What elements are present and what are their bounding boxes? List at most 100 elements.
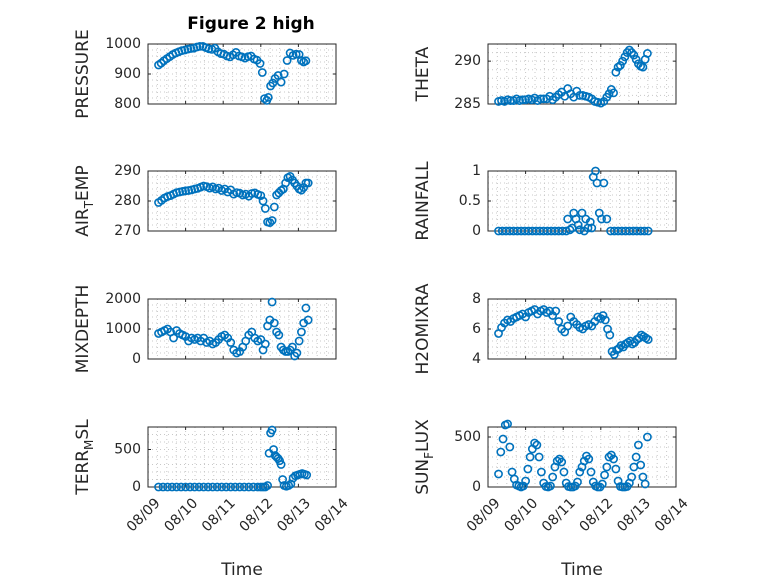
y-tick-label: 290 (114, 163, 141, 179)
data-point (599, 178, 609, 188)
data-point (634, 440, 643, 450)
data-series (494, 305, 653, 359)
data-point (154, 482, 163, 492)
data-point (546, 481, 555, 491)
data-point (551, 306, 561, 316)
data-point (226, 482, 236, 492)
data-series (494, 45, 652, 108)
data-point (615, 61, 625, 70)
data-point (235, 482, 245, 492)
data-point (620, 52, 630, 62)
data-point (278, 475, 288, 484)
data-point (521, 476, 530, 486)
data-point (186, 44, 196, 53)
data-point (226, 338, 236, 347)
data-point (190, 482, 200, 492)
data-point (565, 225, 575, 235)
data-point (609, 454, 618, 464)
data-point (294, 336, 304, 346)
data-point (643, 49, 652, 58)
data-point (194, 482, 204, 492)
data-point (269, 445, 278, 454)
data-point (167, 482, 177, 492)
data-point (276, 77, 286, 87)
y-axis-label: MIXDEPTH (73, 285, 93, 374)
data-point (600, 315, 610, 325)
data-point (158, 482, 168, 492)
x-tick-label: 08/12 (237, 495, 277, 535)
data-point (195, 42, 205, 51)
y-tick-label: 2000 (105, 291, 141, 307)
data-point (552, 456, 562, 466)
x-tick-label: 08/12 (577, 495, 617, 535)
data-point (627, 48, 637, 57)
data-point (591, 166, 600, 176)
data-point (575, 467, 585, 477)
x-tick-label: 08/13 (614, 495, 654, 535)
data-point (239, 482, 249, 492)
data-point (597, 214, 606, 224)
y-tick-label: 1000 (105, 321, 141, 337)
data-point (530, 438, 540, 448)
x-tick-label: 08/10 (501, 495, 541, 535)
data-point (557, 457, 567, 467)
y-tick-label: 1 (472, 163, 481, 179)
y-tick-label: 290 (454, 53, 481, 69)
data-point (609, 88, 618, 98)
data-point (534, 452, 544, 462)
data-point (643, 335, 653, 344)
data-point (292, 348, 302, 358)
data-point (208, 482, 218, 492)
data-point (244, 482, 254, 492)
subplot-h2omixra: 4 6 8 H2OMIXRA (413, 283, 677, 375)
data-point (548, 472, 558, 482)
y-axis-label: SUNFLUX (413, 419, 436, 495)
data-point (563, 321, 573, 331)
y-axis-label: TERRMSL (73, 419, 96, 496)
data-point (640, 226, 649, 236)
y-tick-label: 500 (114, 442, 141, 458)
data-point (602, 214, 612, 224)
data-point (575, 91, 585, 100)
data-point (573, 220, 583, 230)
data-point (613, 62, 623, 72)
data-point (618, 56, 628, 66)
y-tick-label: 800 (114, 96, 141, 112)
subplot-theta: 285 290 THETA (413, 43, 677, 112)
data-point (575, 225, 585, 235)
data-point (263, 93, 273, 102)
data-point (563, 214, 573, 224)
data-series (494, 419, 652, 492)
data-point (258, 196, 268, 206)
data-point (503, 419, 512, 429)
data-point (181, 482, 190, 492)
y-tick-label: 0 (132, 479, 141, 495)
data-point (604, 452, 614, 462)
y-tick-label: 8 (472, 291, 481, 307)
data-point (505, 442, 515, 452)
data-point (257, 68, 267, 77)
data-point (525, 452, 535, 462)
data-point (287, 342, 297, 352)
y-tick-label: 900 (114, 66, 141, 82)
data-series (154, 171, 313, 227)
data-point (643, 226, 653, 236)
data-point (629, 50, 639, 60)
axis-frame (487, 426, 677, 488)
y-tick-label: 1000 (105, 36, 141, 52)
y-axis-label: THETA (413, 46, 433, 102)
data-point (268, 78, 278, 88)
data-point (274, 330, 284, 340)
subplot-pressure: 800 900 1000 PRESSURE (73, 29, 337, 119)
y-axis-label: AIRTEMP (73, 165, 96, 236)
data-point (554, 317, 564, 326)
y-tick-label: 0.5 (459, 193, 481, 209)
y-tick-label: 280 (114, 193, 141, 209)
data-point (498, 434, 508, 444)
y-axis-label: PRESSURE (73, 29, 93, 118)
data-point (303, 178, 313, 188)
data-point (260, 204, 270, 213)
data-point (260, 339, 270, 349)
data-point (276, 460, 286, 469)
x-tick-label: 08/11 (539, 495, 579, 535)
